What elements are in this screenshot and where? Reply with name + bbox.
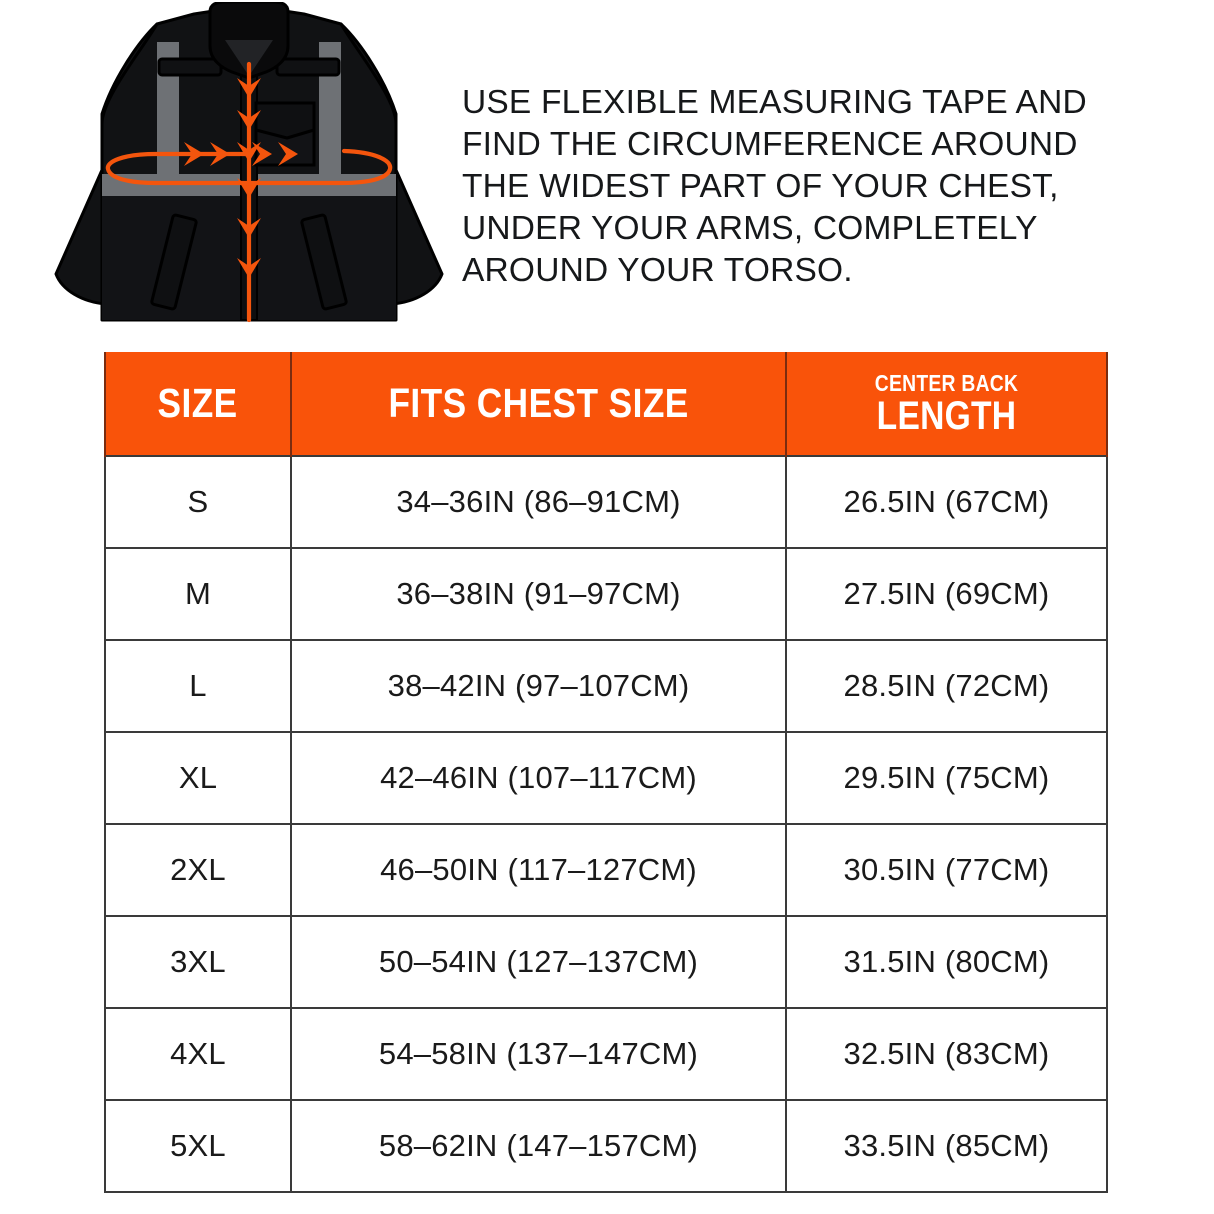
right-epaulette	[275, 57, 341, 77]
cell-center-back-length: 32.5IN (83CM)	[785, 1007, 1108, 1101]
cell-size: M	[104, 547, 292, 641]
header-row: SIZE FITS CHEST SIZE CENTER BACK LENGTH	[104, 352, 1108, 456]
cell-chest: 46–50IN (117–127CM)	[290, 823, 787, 917]
header-section: USE FLEXIBLE MEASURING TAPE AND FIND THE…	[0, 0, 1214, 345]
cell-center-back-length: 31.5IN (80CM)	[785, 915, 1108, 1009]
cell-center-back-length: 28.5IN (72CM)	[785, 639, 1108, 733]
column-header-length-line1: CENTER BACK	[874, 369, 1019, 396]
cell-chest: 42–46IN (107–117CM)	[290, 731, 787, 825]
cell-center-back-length: 27.5IN (69CM)	[785, 547, 1108, 641]
column-header-length-line2: LENGTH	[876, 393, 1017, 438]
cell-size: 2XL	[104, 823, 292, 917]
cell-chest: 34–36IN (86–91CM)	[290, 455, 787, 549]
measuring-instructions: USE FLEXIBLE MEASURING TAPE AND FIND THE…	[462, 82, 1178, 292]
table-row: 5XL 58–62IN (147–157CM) 33.5IN (85CM)	[104, 1099, 1108, 1193]
cell-size: 5XL	[104, 1099, 292, 1193]
cell-center-back-length: 33.5IN (85CM)	[785, 1099, 1108, 1193]
column-header-size-label: SIZE	[157, 380, 239, 426]
column-header-chest-label: FITS CHEST SIZE	[388, 380, 689, 426]
cell-chest: 36–38IN (91–97CM)	[290, 547, 787, 641]
jacket-illustration	[44, 0, 454, 334]
right-slash-pocket	[300, 213, 348, 311]
table-row: L 38–42IN (97–107CM) 28.5IN (72CM)	[104, 639, 1108, 733]
table-row: XL 42–46IN (107–117CM) 29.5IN (75CM)	[104, 731, 1108, 825]
instructions-text: USE FLEXIBLE MEASURING TAPE AND FIND THE…	[462, 84, 1087, 289]
cell-chest: 38–42IN (97–107CM)	[290, 639, 787, 733]
table-body: S 34–36IN (86–91CM) 26.5IN (67CM) M 36–38IN …	[104, 455, 1108, 1193]
column-header-chest: FITS CHEST SIZE	[290, 352, 787, 456]
column-header-length-stack: CENTER BACK LENGTH	[787, 369, 1106, 438]
cell-chest: 50–54IN (127–137CM)	[290, 915, 787, 1009]
table-row: S 34–36IN (86–91CM) 26.5IN (67CM)	[104, 455, 1108, 549]
cell-center-back-length: 26.5IN (67CM)	[785, 455, 1108, 549]
cell-size: 3XL	[104, 915, 292, 1009]
size-chart-table-container: SIZE FITS CHEST SIZE CENTER BACK LENGTH …	[104, 352, 1108, 1193]
size-chart-table: SIZE FITS CHEST SIZE CENTER BACK LENGTH …	[104, 352, 1108, 1193]
cell-size: L	[104, 639, 292, 733]
cell-size: S	[104, 455, 292, 549]
table-header: SIZE FITS CHEST SIZE CENTER BACK LENGTH	[104, 352, 1108, 456]
measure-arrows	[105, 61, 393, 323]
table-row: 4XL 54–58IN (137–147CM) 32.5IN (83CM)	[104, 1007, 1108, 1101]
table-row: 3XL 50–54IN (127–137CM) 31.5IN (80CM)	[104, 915, 1108, 1009]
table-row: M 36–38IN (91–97CM) 27.5IN (69CM)	[104, 547, 1108, 641]
column-header-center-back-length: CENTER BACK LENGTH	[785, 352, 1108, 456]
cell-center-back-length: 29.5IN (75CM)	[785, 731, 1108, 825]
left-slash-pocket	[150, 213, 198, 311]
collar	[208, 0, 290, 80]
cell-center-back-length: 30.5IN (77CM)	[785, 823, 1108, 917]
column-header-size: SIZE	[104, 352, 292, 456]
cell-size: 4XL	[104, 1007, 292, 1101]
table-row: 2XL 46–50IN (117–127CM) 30.5IN (77CM)	[104, 823, 1108, 917]
chest-pocket	[254, 101, 316, 167]
cell-chest: 58–62IN (147–157CM)	[290, 1099, 787, 1193]
left-epaulette	[157, 57, 223, 77]
cell-size: XL	[104, 731, 292, 825]
cell-chest: 54–58IN (137–147CM)	[290, 1007, 787, 1101]
